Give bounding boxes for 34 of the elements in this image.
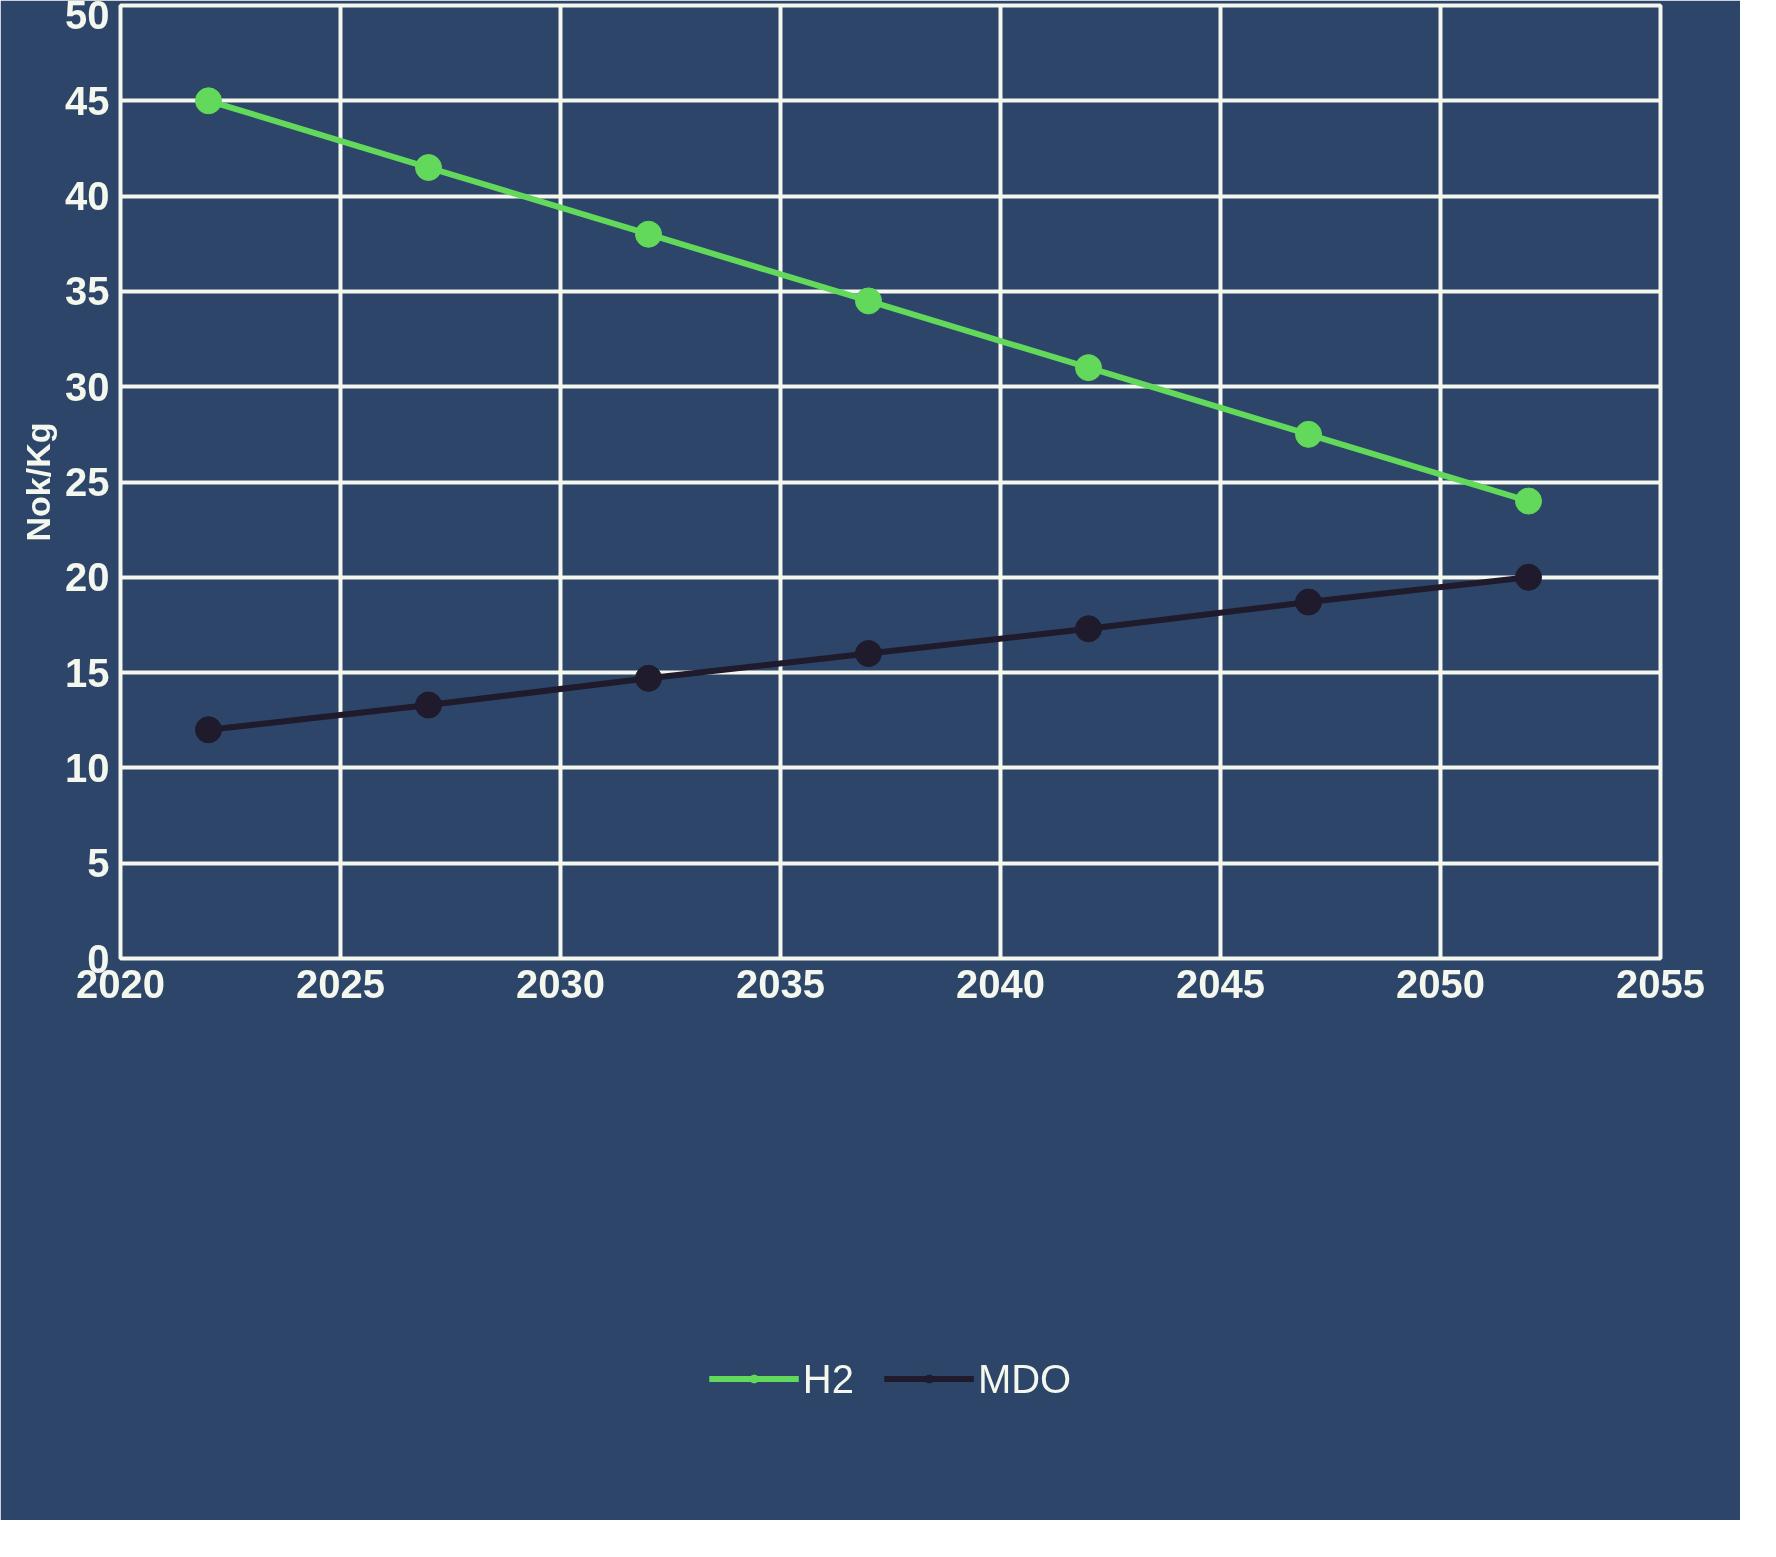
y-tick-label: 5 — [87, 841, 110, 886]
point — [855, 640, 882, 668]
y-tick-label: 40 — [65, 174, 110, 219]
legend-label: MDO — [977, 1356, 1072, 1402]
x-tick-label: 2035 — [736, 961, 825, 1006]
y-tick-label: 15 — [65, 650, 110, 695]
point — [1295, 420, 1322, 448]
y-tick-label: 10 — [65, 745, 110, 790]
point — [415, 154, 442, 181]
point — [1295, 588, 1322, 616]
y-tick-label: 25 — [65, 460, 110, 504]
point — [1515, 563, 1542, 591]
point — [855, 287, 882, 315]
point — [1075, 615, 1102, 643]
point — [195, 716, 222, 744]
x-tick-label: 2025 — [296, 961, 385, 1006]
x-tick-label: 2040 — [956, 961, 1045, 1006]
legend-label: H2 — [802, 1356, 854, 1402]
x-tick-label: 2045 — [1176, 961, 1265, 1006]
point — [635, 220, 662, 248]
x-tick-label: 2055 — [1616, 961, 1705, 1006]
point — [195, 87, 222, 115]
point — [635, 664, 662, 692]
point — [1515, 487, 1542, 515]
y-tick-label: 20 — [65, 555, 110, 600]
y-axis-title: Nok/Kg — [19, 422, 58, 542]
y-tick-label: 35 — [65, 269, 110, 314]
y-tick-label: 50 — [65, 0, 110, 37]
x-tick-label: 2030 — [516, 961, 605, 1006]
y-tick-label: 30 — [65, 364, 110, 409]
x-tick-label: 2050 — [1396, 961, 1485, 1006]
y-tick-label: 45 — [65, 78, 110, 123]
point — [1075, 354, 1102, 382]
point — [415, 691, 442, 719]
